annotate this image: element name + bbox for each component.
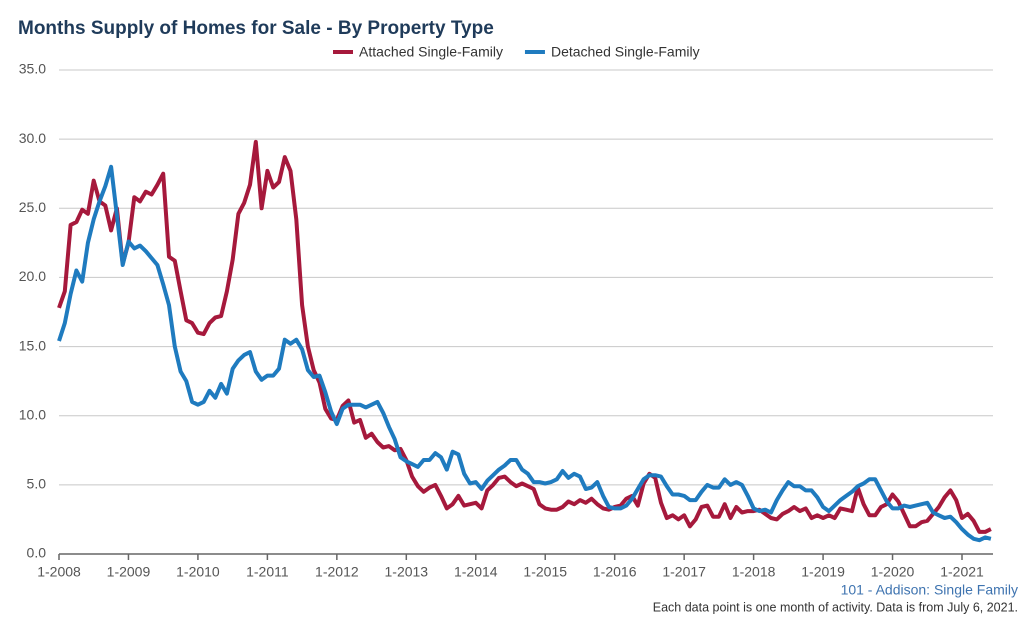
series-line (57, 164, 992, 543)
legend-label: Detached Single-Family (551, 44, 700, 60)
x-tick-label: 1-2014 (454, 564, 498, 580)
x-tick-label: 1-2021 (940, 564, 984, 580)
x-tick-label: 1-2008 (37, 564, 81, 580)
x-tick-label: 1-2009 (107, 564, 151, 580)
x-tick-label: 1-2017 (662, 564, 706, 580)
y-tick-label: 30.0 (19, 130, 46, 146)
x-tick-label: 1-2019 (801, 564, 845, 580)
x-tick-label: 1-2013 (385, 564, 429, 580)
y-tick-label: 25.0 (19, 199, 46, 215)
x-tick-label: 1-2012 (315, 564, 359, 580)
footnote: Each data point is one month of activity… (653, 600, 1018, 614)
x-tick-label: 1-2018 (732, 564, 776, 580)
x-tick-label: 1-2011 (246, 564, 289, 580)
y-tick-label: 20.0 (19, 268, 46, 284)
y-tick-label: 10.0 (19, 406, 46, 422)
series-line (57, 139, 992, 534)
chart-title: Months Supply of Homes for Sale - By Pro… (18, 18, 494, 39)
subtitle: 101 - Addison: Single Family (841, 582, 1018, 598)
x-tick-label: 1-2010 (176, 564, 220, 580)
legend-label: Attached Single-Family (359, 44, 503, 60)
y-tick-label: 35.0 (19, 61, 46, 77)
x-tick-label: 1-2016 (593, 564, 637, 580)
legend: Attached Single-Family Detached Single-Fa… (333, 44, 700, 60)
y-tick-label: 15.0 (19, 337, 46, 353)
x-tick-label: 1-2020 (871, 564, 915, 580)
y-tick-label: 0.0 (27, 545, 47, 561)
y-tick-label: 5.0 (27, 476, 47, 492)
x-tick-label: 1-2015 (523, 564, 567, 580)
